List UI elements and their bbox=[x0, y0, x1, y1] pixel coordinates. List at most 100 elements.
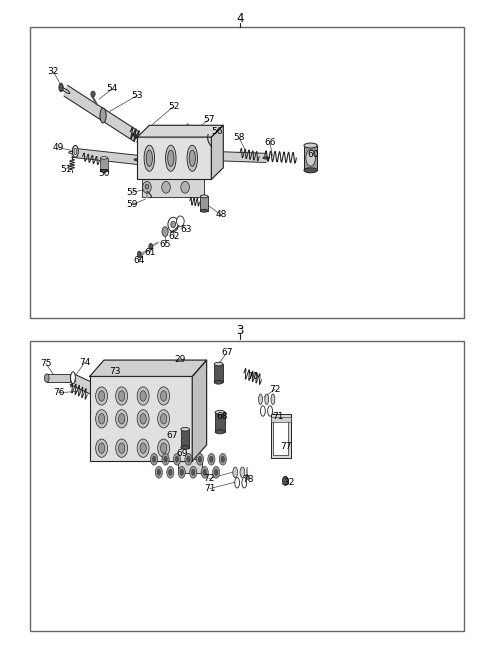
Text: 72: 72 bbox=[204, 474, 215, 483]
Ellipse shape bbox=[98, 413, 105, 424]
Text: 78: 78 bbox=[242, 475, 254, 484]
Ellipse shape bbox=[153, 457, 156, 462]
Text: 69: 69 bbox=[177, 449, 188, 458]
Ellipse shape bbox=[162, 453, 169, 465]
Ellipse shape bbox=[96, 387, 108, 405]
Bar bbox=[100, 158, 108, 171]
Text: 61: 61 bbox=[144, 248, 156, 257]
Ellipse shape bbox=[116, 409, 128, 428]
Ellipse shape bbox=[162, 181, 170, 193]
Text: 66: 66 bbox=[264, 138, 276, 147]
Ellipse shape bbox=[166, 145, 176, 172]
Polygon shape bbox=[64, 85, 138, 141]
Text: 76: 76 bbox=[53, 388, 64, 397]
Text: 51: 51 bbox=[60, 164, 72, 174]
Text: 55: 55 bbox=[126, 188, 137, 197]
Ellipse shape bbox=[98, 443, 105, 453]
Ellipse shape bbox=[100, 108, 106, 123]
Ellipse shape bbox=[189, 150, 195, 166]
Ellipse shape bbox=[268, 405, 273, 416]
Ellipse shape bbox=[134, 159, 141, 161]
Text: 68: 68 bbox=[216, 412, 228, 421]
Text: 72: 72 bbox=[269, 385, 280, 394]
Ellipse shape bbox=[116, 387, 128, 405]
Ellipse shape bbox=[190, 466, 197, 478]
Ellipse shape bbox=[201, 466, 208, 478]
Text: 32: 32 bbox=[48, 67, 59, 77]
Ellipse shape bbox=[304, 168, 317, 173]
Ellipse shape bbox=[69, 151, 75, 154]
Ellipse shape bbox=[242, 477, 247, 488]
Text: 67: 67 bbox=[167, 430, 178, 440]
Ellipse shape bbox=[68, 377, 76, 381]
Ellipse shape bbox=[100, 157, 108, 159]
Ellipse shape bbox=[160, 391, 167, 402]
Ellipse shape bbox=[215, 410, 225, 414]
Text: 52: 52 bbox=[168, 102, 180, 111]
Ellipse shape bbox=[116, 439, 128, 457]
Ellipse shape bbox=[162, 227, 168, 236]
Ellipse shape bbox=[140, 413, 146, 424]
Ellipse shape bbox=[100, 170, 108, 172]
Ellipse shape bbox=[157, 387, 169, 405]
Ellipse shape bbox=[160, 413, 167, 424]
Bar bbox=[181, 429, 190, 447]
Text: 74: 74 bbox=[79, 358, 91, 367]
Ellipse shape bbox=[181, 181, 190, 193]
Ellipse shape bbox=[263, 157, 270, 159]
Ellipse shape bbox=[168, 470, 172, 476]
Bar bbox=[47, 374, 70, 383]
Text: 67: 67 bbox=[221, 348, 232, 358]
Text: 65: 65 bbox=[159, 240, 171, 249]
Ellipse shape bbox=[196, 453, 204, 465]
Ellipse shape bbox=[208, 155, 215, 157]
Text: 57: 57 bbox=[203, 115, 215, 124]
Bar bbox=[271, 417, 291, 422]
Ellipse shape bbox=[137, 251, 141, 257]
Ellipse shape bbox=[180, 470, 183, 476]
Text: 3: 3 bbox=[236, 324, 244, 337]
Ellipse shape bbox=[215, 430, 225, 434]
Text: 70: 70 bbox=[247, 372, 259, 381]
Ellipse shape bbox=[96, 439, 108, 457]
Polygon shape bbox=[192, 360, 206, 461]
Ellipse shape bbox=[91, 91, 95, 97]
Ellipse shape bbox=[119, 413, 125, 424]
Ellipse shape bbox=[156, 466, 162, 478]
Ellipse shape bbox=[160, 443, 167, 453]
Ellipse shape bbox=[151, 453, 157, 465]
Bar bbox=[178, 458, 202, 473]
Bar bbox=[200, 196, 208, 211]
Text: 29: 29 bbox=[175, 355, 186, 364]
Bar bbox=[30, 341, 464, 631]
Ellipse shape bbox=[168, 217, 179, 232]
Ellipse shape bbox=[215, 470, 218, 476]
Ellipse shape bbox=[168, 150, 174, 166]
Ellipse shape bbox=[214, 362, 223, 366]
Bar bbox=[142, 178, 204, 197]
Ellipse shape bbox=[171, 221, 176, 228]
Ellipse shape bbox=[306, 150, 315, 166]
Ellipse shape bbox=[259, 394, 263, 404]
Ellipse shape bbox=[71, 372, 75, 384]
Ellipse shape bbox=[132, 134, 140, 140]
Text: 4: 4 bbox=[236, 12, 244, 26]
Polygon shape bbox=[211, 151, 266, 162]
Ellipse shape bbox=[181, 445, 190, 449]
Ellipse shape bbox=[178, 466, 185, 478]
Ellipse shape bbox=[72, 145, 78, 157]
Ellipse shape bbox=[240, 467, 245, 477]
Ellipse shape bbox=[208, 453, 215, 465]
Ellipse shape bbox=[145, 184, 149, 189]
Bar bbox=[137, 137, 211, 179]
Ellipse shape bbox=[177, 216, 184, 227]
Ellipse shape bbox=[157, 409, 169, 428]
Polygon shape bbox=[211, 125, 223, 179]
Ellipse shape bbox=[246, 474, 249, 479]
Ellipse shape bbox=[149, 244, 153, 250]
Ellipse shape bbox=[164, 457, 167, 462]
Ellipse shape bbox=[137, 387, 149, 405]
Ellipse shape bbox=[119, 391, 125, 402]
Bar bbox=[90, 377, 192, 461]
Text: 71: 71 bbox=[204, 484, 216, 493]
